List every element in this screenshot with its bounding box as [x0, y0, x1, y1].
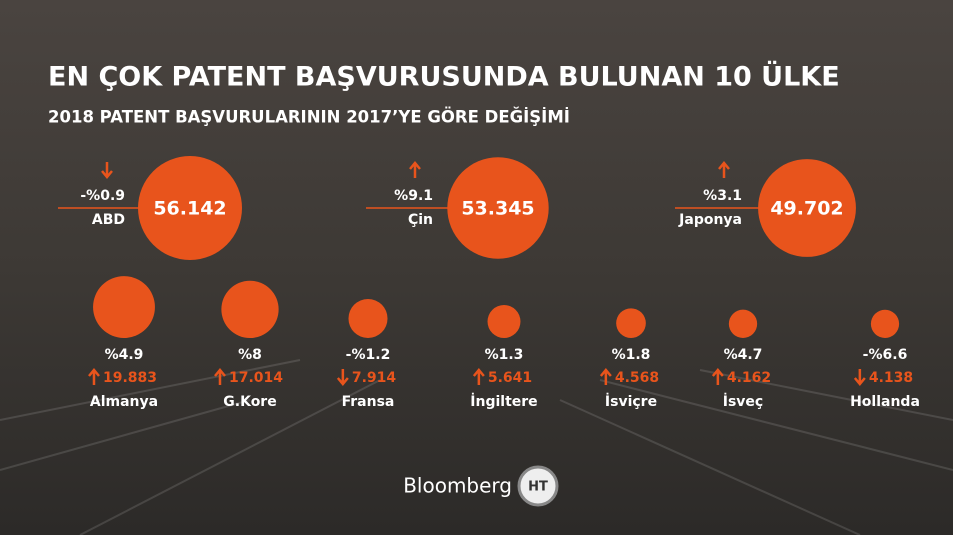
arrow-down [336, 369, 349, 386]
bubble [870, 309, 900, 338]
change-label: -%1.2 [346, 347, 391, 363]
arrow-up [599, 368, 612, 385]
bubble [93, 276, 155, 338]
country-name: İsviçre [605, 393, 657, 410]
value-label: 4.162 [727, 370, 771, 386]
logo-text: HT [528, 480, 548, 495]
brand: Bloomberg [403, 474, 512, 498]
country-name: Hollanda [850, 394, 920, 410]
arrow-down [853, 369, 866, 386]
bubble [758, 159, 856, 257]
change-label: %9.1 [394, 188, 433, 204]
value-label: 4.138 [869, 370, 913, 386]
arrow-up [472, 368, 485, 385]
change-label: %4.7 [724, 347, 763, 363]
country-name: Fransa [342, 394, 395, 410]
arrow-up [711, 368, 724, 385]
country-name: İngiltere [470, 393, 537, 410]
change-label: -%0.9 [80, 188, 125, 204]
arrow-down [101, 162, 113, 179]
change-label: -%6.6 [863, 347, 908, 363]
arrow-up [214, 368, 226, 385]
value-label: 5.641 [488, 370, 532, 386]
bubble [348, 298, 388, 338]
bubble [616, 308, 646, 339]
country-name: ABD [92, 212, 125, 228]
arrow-up [718, 161, 730, 178]
subtitle: 2018 PATENT BAŞVURULARININ 2017’YE GÖRE … [48, 108, 570, 127]
bubble [487, 305, 521, 339]
value-label: 56.142 [153, 198, 226, 220]
country-name: İsveç [723, 393, 763, 410]
arrow-up [409, 161, 421, 178]
change-label: %4.9 [105, 347, 144, 363]
change-label: %1.3 [485, 347, 524, 363]
bubble [221, 280, 279, 338]
arrow-up [88, 368, 100, 385]
value-label: 19.883 [103, 370, 157, 386]
title: EN ÇOK PATENT BAŞVURUSUNDA BULUNAN 10 ÜL… [48, 60, 840, 93]
bubble [447, 157, 549, 259]
logo [517, 465, 559, 507]
country-name: G.Kore [223, 394, 276, 410]
value-label: 4.568 [615, 370, 659, 386]
value-label: 53.345 [461, 198, 534, 220]
change-label: %3.1 [703, 188, 742, 204]
value-label: 7.914 [352, 370, 397, 386]
background-lines [0, 359, 953, 535]
value-label: 49.702 [770, 198, 843, 220]
country-name: Japonya [678, 212, 742, 228]
bubble [138, 156, 242, 260]
value-label: 17.014 [229, 370, 283, 386]
country-name: Çin [408, 212, 433, 228]
country-name: Almanya [90, 394, 158, 410]
bubble [728, 309, 758, 339]
change-label: %8 [238, 347, 262, 363]
change-label: %1.8 [612, 347, 651, 363]
